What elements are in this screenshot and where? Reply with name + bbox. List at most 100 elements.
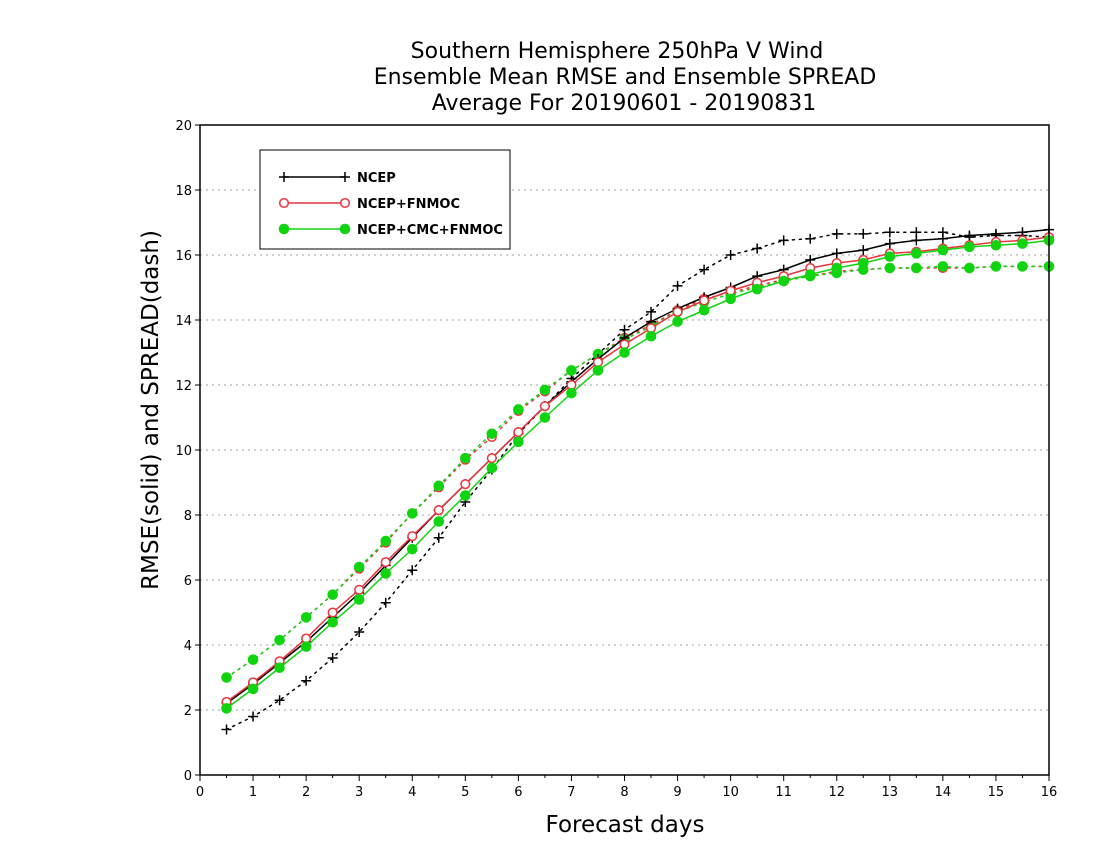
spread-point — [274, 634, 285, 646]
spread-point — [380, 535, 392, 547]
rmse-point — [1017, 238, 1028, 249]
x-tick-label: 16 — [1041, 785, 1058, 800]
spread-point — [964, 262, 975, 274]
spread-point — [990, 261, 1002, 272]
spread-point — [937, 261, 949, 272]
spread-point — [805, 233, 816, 244]
rmse-point — [645, 330, 657, 342]
x-tick-label: 10 — [722, 785, 739, 800]
legend-marker — [278, 223, 290, 235]
spread-point — [460, 452, 471, 464]
rmse-point — [699, 295, 710, 306]
spread-point — [221, 672, 232, 683]
rmse-point — [460, 479, 471, 490]
x-axis-label: Forecast days — [546, 812, 705, 838]
spread-point — [778, 235, 789, 246]
legend-box — [259, 149, 511, 250]
chart-title-line-3: Average For 20190601 - 20190831 — [432, 91, 817, 116]
rmse-point — [380, 568, 392, 579]
y-tick-label: 4 — [184, 639, 192, 654]
rmse-point — [858, 245, 869, 256]
rmse-point — [804, 269, 816, 280]
spread-point — [858, 228, 869, 239]
legend-label: NCEP+FNMOC — [357, 197, 460, 212]
legend-label: NCEP — [357, 171, 396, 186]
x-tick-label: 14 — [935, 785, 952, 800]
chart-title: Southern Hemisphere 250hPa V Wind Ensemb… — [374, 39, 877, 116]
spread-line — [225, 265, 1050, 679]
spread-point — [301, 675, 312, 686]
x-tick-label: 4 — [408, 785, 416, 800]
rmse-point — [619, 347, 630, 358]
spread-point — [380, 597, 391, 608]
rmse-point — [672, 316, 683, 327]
rmse-point — [539, 412, 551, 423]
plot-series — [221, 224, 1055, 735]
rmse-point — [513, 436, 524, 448]
legend-marker — [278, 197, 290, 209]
chart-title-line-1: Southern Hemisphere 250hPa V Wind — [411, 39, 824, 64]
rmse-point — [725, 293, 736, 305]
spread-point — [221, 724, 232, 735]
spread-point — [646, 306, 657, 317]
rmse-point — [698, 304, 710, 316]
legend: NCEP NCEP+FNMOC NCEP+CMC+FNMOC — [259, 149, 511, 250]
rmse-point — [433, 516, 445, 527]
spread-point — [1017, 261, 1028, 272]
spread-point — [831, 228, 842, 239]
legend-item: NCEP+CMC+FNMOC — [278, 223, 503, 238]
x-tick-label: 5 — [461, 785, 469, 800]
rmse-point — [831, 248, 842, 259]
rmse-point — [274, 662, 285, 674]
rmse-point — [884, 238, 895, 249]
y-tick-label: 8 — [184, 509, 192, 524]
spread-point — [513, 404, 524, 415]
series-2-rmse — [221, 235, 1055, 714]
rmse-point — [778, 275, 789, 287]
rmse-point — [486, 453, 497, 464]
rmse-point — [354, 584, 365, 595]
y-axis-label: RMSE(solid) and SPREAD(dash) — [138, 230, 164, 590]
spread-point — [911, 262, 922, 274]
rmse-line — [226, 228, 1050, 705]
rmse-point — [221, 703, 232, 714]
x-tick-label: 6 — [514, 785, 522, 800]
y-tick-label: 18 — [175, 184, 192, 199]
x-tick-label: 7 — [567, 785, 575, 800]
x-tick-label: 2 — [302, 785, 310, 800]
rmse-point — [539, 401, 550, 412]
rmse-point — [247, 683, 259, 695]
rmse-point — [407, 531, 418, 542]
spread-point — [327, 589, 338, 600]
legend-label: NCEP+CMC+FNMOC — [357, 223, 503, 238]
y-tick-label: 14 — [175, 314, 192, 329]
series-0-spread — [221, 227, 1054, 735]
spread-point — [566, 365, 577, 376]
spread-point — [327, 653, 338, 663]
legend-item: NCEP — [279, 171, 396, 186]
rmse-point — [911, 235, 922, 246]
spread-point — [433, 480, 445, 492]
x-tick-label: 3 — [355, 785, 363, 800]
rmse-line — [226, 236, 1050, 703]
y-tick-label: 16 — [175, 249, 192, 264]
rmse-point — [672, 306, 683, 317]
spread-point — [406, 508, 418, 519]
rmse-point — [964, 230, 975, 241]
spread-point — [274, 695, 285, 706]
spread-point — [353, 561, 365, 573]
spread-point — [486, 428, 498, 440]
series-1-rmse — [221, 232, 1055, 707]
y-tick-label: 20 — [175, 119, 192, 134]
rmse-point — [406, 543, 418, 555]
y-tick-label: 10 — [175, 444, 192, 459]
spread-point — [699, 264, 710, 275]
chart-title-line-2: Ensemble Mean RMSE and Ensemble SPREAD — [374, 65, 877, 90]
legend-item: NCEP+FNMOC — [278, 197, 460, 212]
series-2-spread — [221, 261, 1055, 683]
x-tick-label: 15 — [988, 785, 1005, 800]
legend-marker — [279, 172, 289, 182]
rmse-point — [937, 244, 949, 256]
x-tick-label: 13 — [882, 785, 899, 800]
